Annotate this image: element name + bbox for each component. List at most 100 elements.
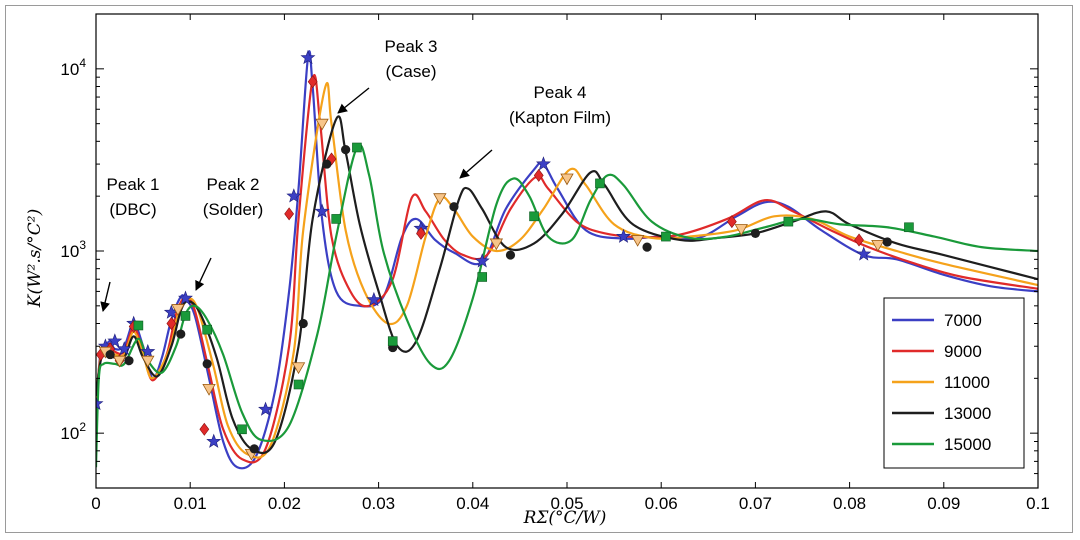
annotation-label: Peak 4 [534,83,587,102]
x-tick-label: 0.03 [362,494,395,513]
marker-11000 [141,355,155,368]
marker-7000 [616,228,631,243]
marker-7000 [140,343,156,359]
marker-7000 [314,203,330,218]
marker-11000 [433,193,447,205]
annotations: Peak 1 (DBC) Peak 2 (Solder) Peak 3 (Case) Pea… [100,37,611,312]
marker-11000 [734,224,748,236]
annotation-label: Peak 3 [385,37,438,56]
x-tick-label: 0.02 [268,494,301,513]
marker-7000 [178,290,193,305]
marker-15000 [783,216,794,227]
marker-13000 [322,159,332,169]
marker-13000 [105,349,115,360]
marker-11000 [489,238,504,251]
x-tick-label: 0.1 [1026,494,1050,513]
x-tick-label: 0.06 [645,494,678,513]
marker-15000 [352,142,362,153]
marker-11000 [630,235,645,247]
marker-11000 [202,383,216,396]
x-tick-label: 0.09 [927,494,960,513]
legend-label-13000: 13000 [944,404,991,423]
marker-7000 [107,333,123,348]
marker-13000 [882,237,892,247]
annotation-label: (DBC) [109,200,156,219]
x-tick-label: 0.04 [456,494,489,513]
y-tick-label: 102 [60,420,86,443]
series-group [96,49,1038,470]
x-tick-label: 0.08 [833,494,866,513]
marker-13000 [124,356,134,366]
marker-7000 [258,401,274,416]
marker-7000 [116,341,132,356]
marker-13000 [642,242,652,252]
annotation-label: Peak 1 [107,175,160,194]
marker-15000 [904,222,914,233]
marker-15000 [293,379,304,390]
y-tick-label: 104 [60,56,86,79]
marker-13000 [449,202,459,212]
marker-9000 [726,215,737,229]
x-axis-ticks: 0 0.01 0.02 0.03 0.04 0.05 0.06 0.07 0.08 0.09 0.1 [91,14,1050,513]
annotation-label: (Case) [385,62,436,81]
legend: 7000 9000 11000 13000 15000 [883,297,1025,469]
marker-9000 [199,422,210,436]
marker-15000 [180,311,191,321]
marker-15000 [661,231,671,242]
annotation-arrow [459,149,493,179]
series-line-15000 [96,143,1038,468]
x-tick-label: 0 [91,494,100,513]
marker-7000 [856,246,872,261]
marker-13000 [298,318,308,329]
y-axis-ticks: 102 103 104 [60,13,1038,489]
marker-15000 [202,324,212,335]
y-axis-label: K(W².s/°C²) [25,209,45,308]
legend-label-15000: 15000 [944,435,991,454]
marker-9000 [416,226,426,240]
x-tick-label: 0.07 [739,494,772,513]
marker-13000 [249,444,259,454]
marker-15000 [387,336,398,346]
marker-7000 [286,188,302,203]
marker-7000 [300,49,316,65]
marker-15000 [529,211,539,222]
marker-7000 [535,156,551,171]
marker-13000 [505,250,516,260]
marker-11000 [871,240,885,252]
marker-11000 [171,304,185,316]
x-tick-label: 0.01 [174,494,207,513]
annotation-arrow [337,87,370,114]
marker-15000 [477,272,488,282]
annotation-arrow [195,257,212,291]
marker-11000 [315,118,329,131]
x-tick-label: 0.05 [550,494,583,513]
marker-9000 [854,233,864,247]
annotation-arrow [100,281,111,312]
marker-13000 [341,145,351,155]
marker-13000 [750,228,761,238]
marker-9000 [533,168,544,182]
annotation-label: (Kapton Film) [509,108,611,127]
marker-7000 [206,433,222,448]
annotation-label: Peak 2 [207,175,260,194]
marker-7000 [96,395,104,411]
marker-7000 [366,291,382,307]
marker-9000 [307,75,318,89]
marker-9000 [166,316,177,330]
marker-13000 [176,329,186,339]
y-tick-label: 103 [60,238,86,261]
series-line-11000 [96,81,1038,459]
legend-label-7000: 7000 [944,311,982,330]
marker-13000 [202,359,212,369]
x-axis-label: RΣ(°C/W) [523,508,607,528]
marker-7000 [474,253,490,268]
marker-15000 [133,320,144,331]
marker-15000 [237,424,247,435]
marker-15000 [595,178,605,189]
marker-11000 [291,362,306,375]
legend-label-9000: 9000 [944,342,982,361]
marker-11000 [560,173,574,186]
legend-label-11000: 11000 [944,373,990,392]
marker-9000 [284,207,294,221]
